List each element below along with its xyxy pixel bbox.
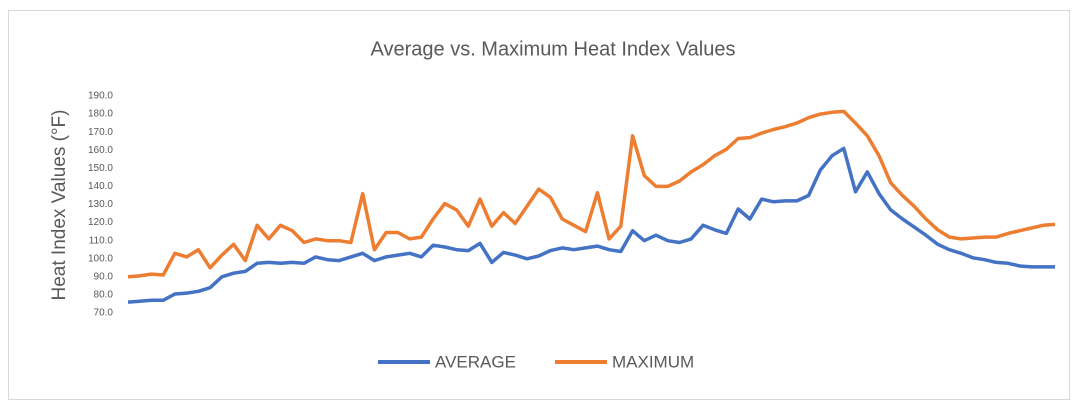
y-tick-label: 170.0 — [88, 127, 113, 138]
y-tick-label: 90.0 — [94, 271, 114, 282]
y-tick-label: 190.0 — [88, 91, 113, 102]
y-tick-label: 150.0 — [88, 163, 113, 174]
y-tick-label: 100.0 — [88, 253, 113, 264]
chart-title: Average vs. Maximum Heat Index Values — [371, 38, 736, 60]
y-axis-title: Heat Index Values (°F) — [49, 110, 70, 301]
y-tick-label: 120.0 — [88, 217, 113, 228]
legend-label: MAXIMUM — [612, 352, 694, 371]
y-tick-label: 80.0 — [94, 290, 114, 301]
y-tick-label: 130.0 — [88, 199, 113, 210]
y-tick-label: 160.0 — [88, 145, 113, 156]
y-tick-label: 70.0 — [94, 308, 114, 319]
y-tick-label: 140.0 — [88, 181, 113, 192]
data-line — [127, 109, 1056, 279]
y-tick-label: 180.0 — [88, 109, 113, 120]
legend-label: AVERAGE — [435, 352, 516, 371]
chart-frame — [8, 10, 1070, 400]
y-tick-label: 110.0 — [89, 235, 114, 246]
data-line — [127, 146, 1055, 304]
